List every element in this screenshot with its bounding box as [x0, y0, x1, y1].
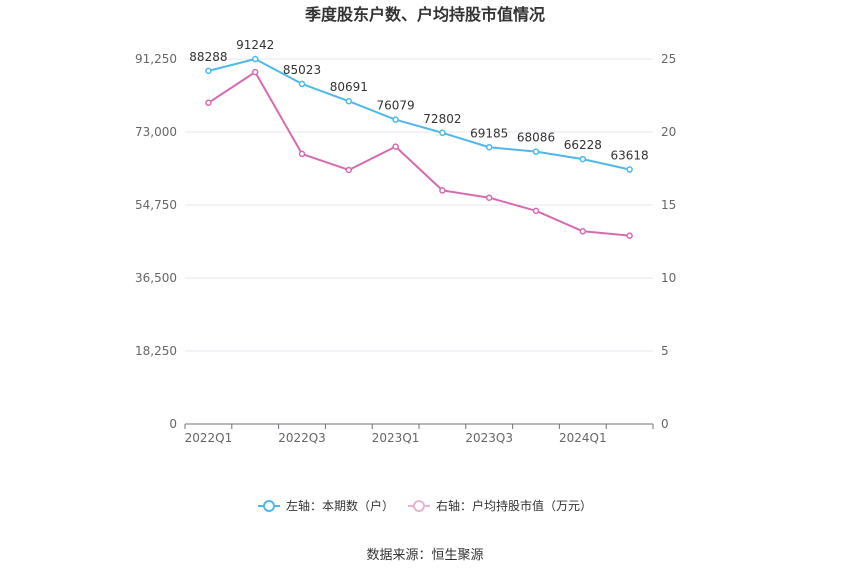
data-point — [345, 97, 353, 105]
y-right-tick-label: 5 — [661, 344, 669, 358]
y-left-tick-label: 36,500 — [135, 271, 177, 285]
plot-area: 88288 91242 85023 80691 76079 72802 69185 68086… — [189, 38, 649, 239]
data-point — [626, 166, 633, 173]
x-tick-label: 2022Q1 — [185, 431, 233, 445]
y-right-tick-label: 20 — [661, 125, 676, 139]
data-point — [579, 155, 587, 163]
data-label: 68086 — [517, 131, 555, 145]
x-tick-label: 2022Q3 — [278, 431, 326, 445]
data-point — [626, 232, 633, 239]
data-label: 85023 — [283, 63, 321, 77]
data-point — [392, 143, 399, 150]
data-point — [251, 55, 259, 63]
y-right-tick-label: 0 — [661, 417, 669, 431]
y-left-tick-label: 54,750 — [135, 198, 177, 212]
data-point — [205, 67, 212, 75]
data-point — [485, 194, 493, 201]
y-left-tick-label: 18,250 — [135, 344, 177, 358]
source-note: 数据来源：恒生聚源 — [366, 548, 483, 563]
y-right-tick-label: 25 — [661, 52, 676, 66]
legend-marker — [413, 500, 425, 512]
y-left-tick-label: 0 — [169, 417, 177, 431]
data-point — [579, 228, 587, 235]
x-tick-label: 2023Q3 — [465, 431, 513, 445]
axes: 018,25036,50054,75073,00091,250051015202… — [135, 52, 676, 445]
x-tick-label: 2024Q1 — [559, 431, 607, 445]
legend-marker — [263, 500, 275, 512]
data-label: 80691 — [330, 80, 368, 94]
data-point — [205, 99, 212, 107]
data-label: 69185 — [470, 126, 508, 140]
data-point — [439, 187, 446, 194]
data-label: 76079 — [377, 99, 415, 113]
data-point — [251, 68, 259, 76]
data-point — [298, 150, 306, 158]
y-right-tick-label: 15 — [661, 198, 676, 212]
data-point — [532, 148, 540, 155]
data-point — [439, 129, 446, 137]
legend[interactable]: 左轴：本期数（户） 右轴：户均持股市值（万元） — [258, 498, 592, 513]
legend-label: 右轴：户均持股市值（万元） — [436, 498, 592, 513]
legend-item[interactable]: 右轴：户均持股市值（万元） — [408, 498, 592, 513]
data-label: 88288 — [189, 50, 227, 64]
chart-title: 季度股东户数、户均持股市值情况 — [304, 5, 545, 24]
y-right-tick-label: 10 — [661, 271, 676, 285]
x-tick-label: 2023Q1 — [372, 431, 420, 445]
data-label: 66228 — [564, 138, 602, 152]
series-line — [208, 58, 630, 171]
y-left-tick-label: 73,000 — [135, 125, 177, 139]
data-point — [392, 116, 399, 123]
data-label: 91242 — [236, 38, 274, 52]
data-label: 63618 — [611, 149, 649, 163]
series-line — [207, 71, 630, 237]
y-left-tick-label: 91,250 — [135, 52, 177, 66]
data-point — [532, 207, 540, 215]
data-label: 72802 — [423, 112, 461, 126]
grid-lines — [185, 58, 653, 352]
data-point — [485, 144, 493, 151]
data-point — [298, 80, 306, 88]
legend-label: 左轴：本期数（户） — [286, 498, 394, 513]
legend-item[interactable]: 左轴：本期数（户） — [258, 498, 394, 513]
data-point — [345, 166, 353, 174]
